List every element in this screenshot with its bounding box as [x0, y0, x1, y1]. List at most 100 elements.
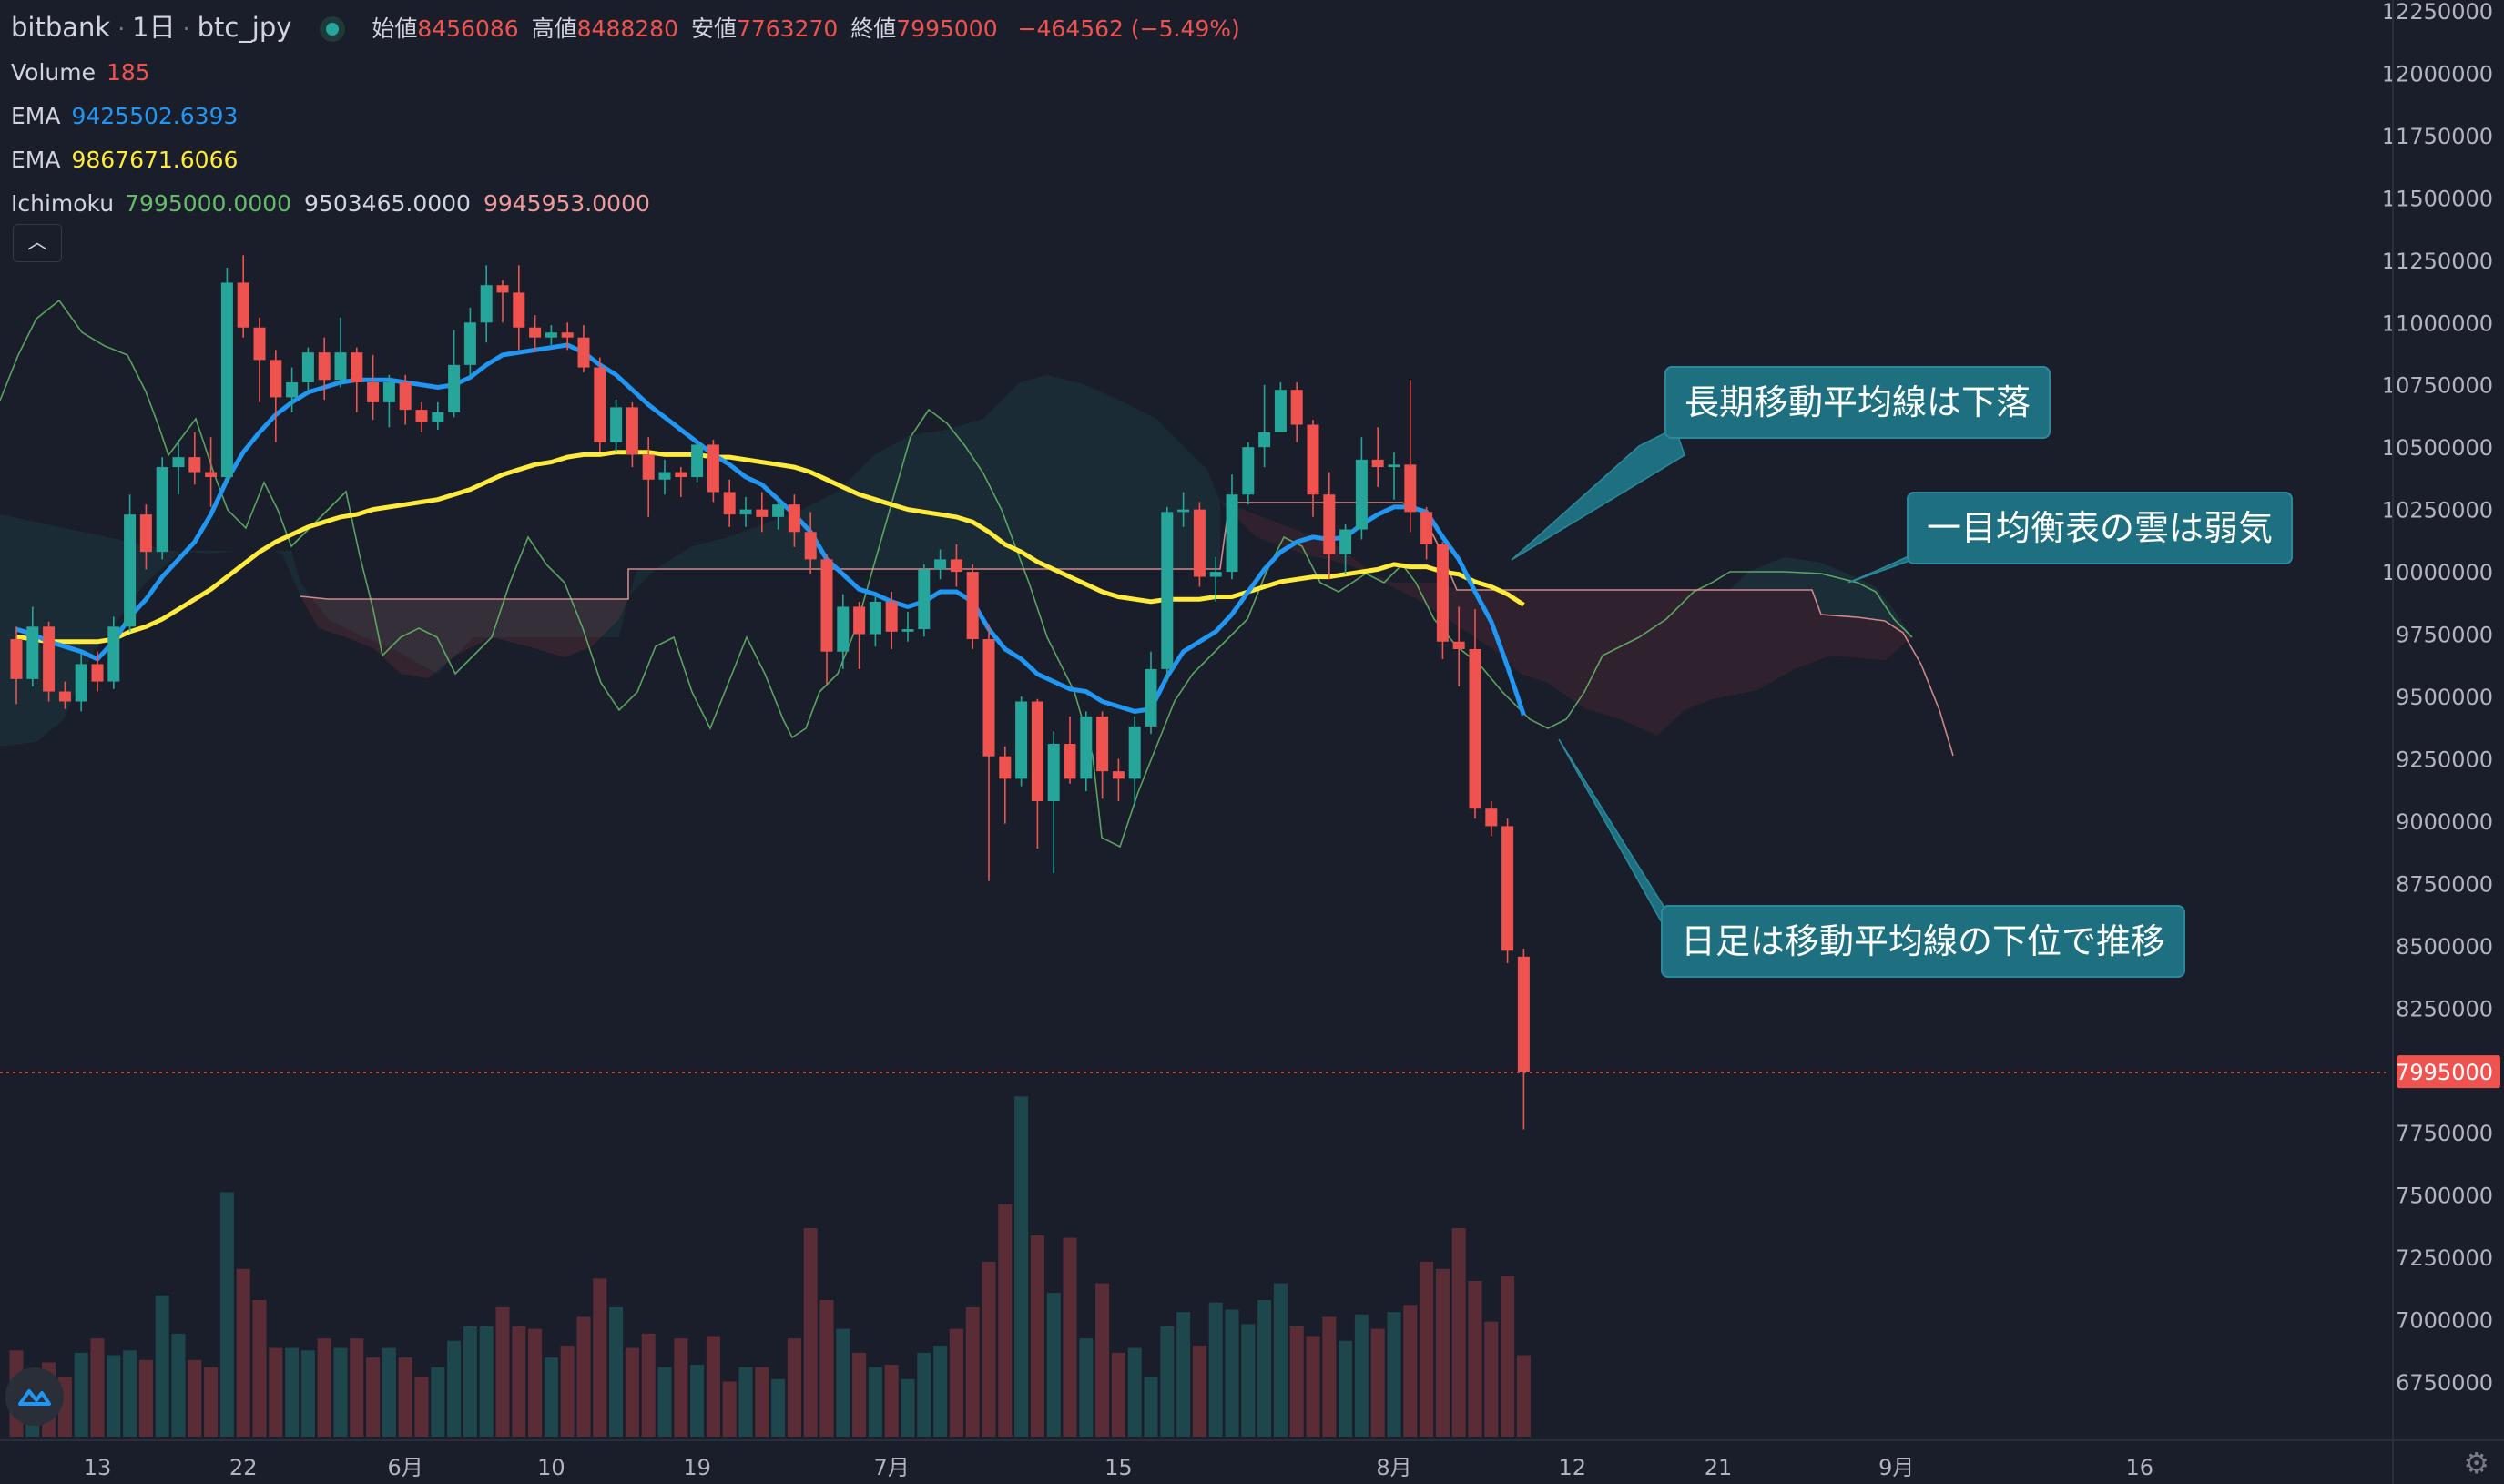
volume-bar-68 [1111, 1352, 1125, 1437]
volume-bar-73 [1192, 1346, 1206, 1437]
volume-bar-92 [1501, 1276, 1515, 1437]
volume-bar-39 [641, 1333, 656, 1437]
volume-bar-56 [917, 1352, 931, 1437]
candle-body-51 [837, 606, 850, 652]
ema1-value: 9425502.6393 [71, 103, 239, 129]
candle-body-28 [463, 322, 476, 365]
high-value: 8488280 [576, 15, 678, 42]
volume-bar-61 [998, 1204, 1013, 1437]
volume-bar-55 [901, 1378, 915, 1437]
volume-bar-27 [447, 1340, 462, 1437]
candle-body-76 [1242, 447, 1255, 495]
close-label: 終値 [850, 15, 897, 42]
callout-cloud[interactable]: 一目均衡表の雲は弱気 [1907, 492, 2294, 564]
candle-body-70 [1145, 668, 1157, 727]
candle-body-66 [1080, 716, 1093, 779]
price-tick-19: 7500000 [2396, 1184, 2493, 1209]
volume-bar-7 [123, 1350, 137, 1437]
time-axis[interactable]: 13 22 6月 10 19 7月 15 8月 12 21 9月 16 [84, 1455, 2153, 1480]
candle-body-43 [707, 444, 719, 493]
kumo-bearish [300, 596, 628, 678]
settings-gear-icon[interactable]: ⚙ [2463, 1446, 2489, 1480]
candle-body-80 [1307, 424, 1319, 495]
symbol-name[interactable]: bitbank [11, 12, 111, 43]
callout-long-ma[interactable]: 長期移動平均線は下落 [1664, 366, 2051, 439]
volume-bar-51 [836, 1328, 850, 1437]
volume-bar-29 [479, 1326, 494, 1437]
candle-body-27 [448, 364, 461, 412]
candle-body-49 [804, 532, 817, 560]
candle-body-61 [999, 756, 1012, 779]
volume-bar-75 [1225, 1309, 1239, 1437]
pair-name[interactable]: btc_jpy [197, 12, 292, 43]
volume-bar-19 [317, 1338, 331, 1437]
candle-body-34 [561, 332, 574, 338]
candle-body-69 [1128, 726, 1141, 779]
candle-body-68 [1112, 771, 1125, 779]
candle-body-74 [1209, 572, 1222, 577]
legend-symbol-row[interactable]: bitbank · 1日 · btc_jpy 始値8456086 高値8488280 安… [11, 12, 1240, 43]
volume-bar-41 [674, 1338, 688, 1437]
volume-bar-45 [738, 1367, 753, 1437]
time-tick-10: 9月 [1878, 1455, 1914, 1480]
kumo-bullish-future [1730, 557, 1912, 637]
candle-body-26 [432, 412, 444, 422]
volume-bar-33 [544, 1357, 558, 1437]
high-label: 高値 [531, 15, 577, 42]
volume-bar-31 [512, 1326, 526, 1437]
price-tick-9: 10000000 [2382, 560, 2493, 585]
price-tick-21: 7000000 [2396, 1308, 2493, 1334]
candle-body-72 [1177, 509, 1190, 513]
candle-body-19 [318, 352, 331, 381]
candle-body-6 [107, 626, 120, 682]
close-value: 7995000 [896, 15, 998, 42]
candle-body-18 [301, 352, 314, 382]
price-tick-4: 11250000 [2382, 249, 2493, 274]
candle-body-33 [545, 332, 557, 338]
volume-bar-71 [1160, 1326, 1175, 1437]
candle-body-62 [1015, 701, 1028, 779]
candle-body-32 [529, 327, 542, 338]
price-tick-0: 12250000 [2382, 0, 2493, 25]
callout-daily[interactable]: 日足は移動平均線の下位で推移 [1661, 905, 2186, 978]
time-tick-5: 7月 [874, 1455, 910, 1480]
volume-bar-5 [90, 1338, 105, 1437]
price-tick-18: 7750000 [2396, 1121, 2493, 1146]
candle-body-30 [496, 285, 509, 293]
candle-body-93 [1517, 956, 1530, 1072]
candle-body-45 [739, 509, 752, 515]
legend-ema1-row[interactable]: EMA 9425502.6393 [11, 95, 1240, 138]
candle-body-41 [675, 472, 687, 478]
volume-bar-54 [884, 1365, 899, 1437]
open-value: 8456086 [417, 15, 519, 42]
price-tick-3: 11500000 [2382, 186, 2493, 211]
volume-bar-36 [593, 1278, 607, 1437]
legend-volume-row[interactable]: Volume 185 [11, 51, 1240, 95]
interval[interactable]: 1日 [132, 12, 176, 43]
low-value: 7763270 [736, 15, 839, 42]
price-axis[interactable]: 12250000 12000000 11750000 11500000 11250000… [2382, 0, 2500, 1396]
candle-body-57 [934, 559, 947, 570]
candle-body-16 [270, 360, 282, 398]
ichimoku-value-2: 9503465.0000 [304, 190, 471, 217]
volume-bar-22 [366, 1357, 381, 1437]
chart-legend: bitbank · 1日 · btc_jpy 始値8456086 高値8488280 安… [11, 5, 1240, 226]
candle-body-67 [1096, 716, 1109, 772]
tradingview-logo[interactable] [5, 1367, 64, 1426]
legend-ichimoku-row[interactable]: Ichimoku 7995000.0000 9503465.0000 9945953.… [11, 182, 1240, 226]
collapse-legend-button[interactable]: ︿ [13, 224, 62, 262]
legend-ema2-row[interactable]: EMA 9867671.6066 [11, 138, 1240, 182]
volume-label: Volume [11, 59, 96, 86]
last-price-badge [2397, 1055, 2500, 1089]
time-tick-11: 16 [2126, 1455, 2154, 1480]
open-label: 始値 [372, 15, 418, 42]
candle-body-24 [399, 381, 412, 411]
candle-body-1 [26, 626, 39, 679]
volume-bar-46 [755, 1367, 769, 1437]
ichimoku-cloud [0, 375, 1912, 747]
candle-body-89 [1452, 641, 1465, 649]
candle-body-56 [918, 569, 931, 630]
volume-bar-4 [74, 1352, 88, 1437]
volume-bar-57 [933, 1346, 948, 1437]
